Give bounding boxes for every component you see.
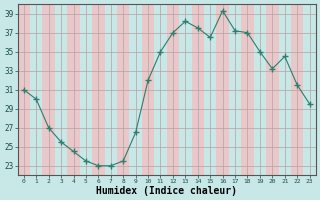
Bar <box>192 4 204 175</box>
Bar <box>80 4 92 175</box>
Bar <box>117 4 129 175</box>
Bar <box>142 4 154 175</box>
Bar <box>254 4 266 175</box>
X-axis label: Humidex (Indice chaleur): Humidex (Indice chaleur) <box>96 186 237 196</box>
Bar <box>67 4 80 175</box>
Bar <box>43 4 55 175</box>
Bar <box>92 4 105 175</box>
Bar <box>216 4 229 175</box>
Bar <box>204 4 216 175</box>
Bar <box>154 4 167 175</box>
Bar <box>167 4 179 175</box>
Bar <box>303 4 316 175</box>
Bar <box>266 4 278 175</box>
Bar <box>179 4 192 175</box>
Bar <box>55 4 67 175</box>
Bar <box>105 4 117 175</box>
Bar <box>241 4 254 175</box>
Bar <box>229 4 241 175</box>
Bar <box>129 4 142 175</box>
Bar <box>18 4 30 175</box>
Bar <box>278 4 291 175</box>
Bar <box>30 4 43 175</box>
Bar <box>291 4 303 175</box>
